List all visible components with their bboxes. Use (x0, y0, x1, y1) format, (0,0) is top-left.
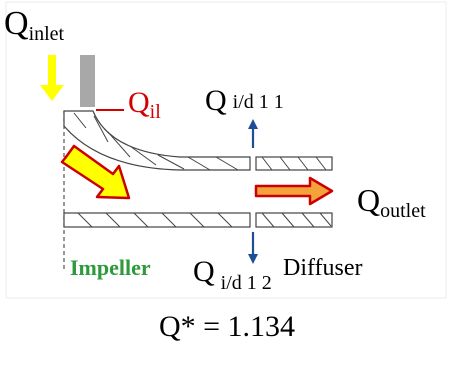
q-inlet-symbol: Q (4, 5, 29, 42)
flow-diagram (5, 1, 447, 299)
diagram-frame (5, 1, 447, 299)
leak-arrow-down (248, 232, 258, 264)
leak-arrow-up (248, 119, 258, 148)
diffuser-lower-hatching (261, 212, 332, 228)
q-outlet-label: Qoutlet (357, 182, 426, 221)
q-id11-subscript: i/d 1 1 (232, 91, 284, 113)
impeller-hub-wall (63, 212, 251, 228)
inlet-arrow (40, 55, 64, 101)
q-outlet-symbol: Q (357, 182, 381, 218)
q-il-label: Qil (128, 86, 161, 123)
flow-coefficient-caption: Q* = 1.134 (158, 310, 296, 343)
impeller-label: Impeller (70, 255, 151, 280)
q-id11-symbol: Q (205, 84, 227, 117)
q-id12-subscript: i/d 1 2 (220, 272, 272, 294)
diffuser-upper-hatching (261, 156, 327, 171)
q-il-symbol: Q (128, 86, 150, 119)
outlet-flow-arrow (254, 176, 334, 206)
q-inlet-label: Qinlet (4, 5, 64, 45)
impeller-flow-arrow (60, 144, 131, 200)
hub-hatching (77, 212, 233, 228)
shroud-hatching (73, 112, 239, 171)
q-il-subscript: il (149, 101, 161, 123)
q-outlet-subscript: outlet (380, 200, 426, 222)
diffuser-upper-wall (255, 156, 333, 171)
q-inlet-subscript: inlet (28, 23, 65, 45)
q-id12-symbol: Q (193, 255, 215, 288)
wall-block (80, 55, 95, 107)
diffuser-label: Diffuser (283, 255, 363, 281)
